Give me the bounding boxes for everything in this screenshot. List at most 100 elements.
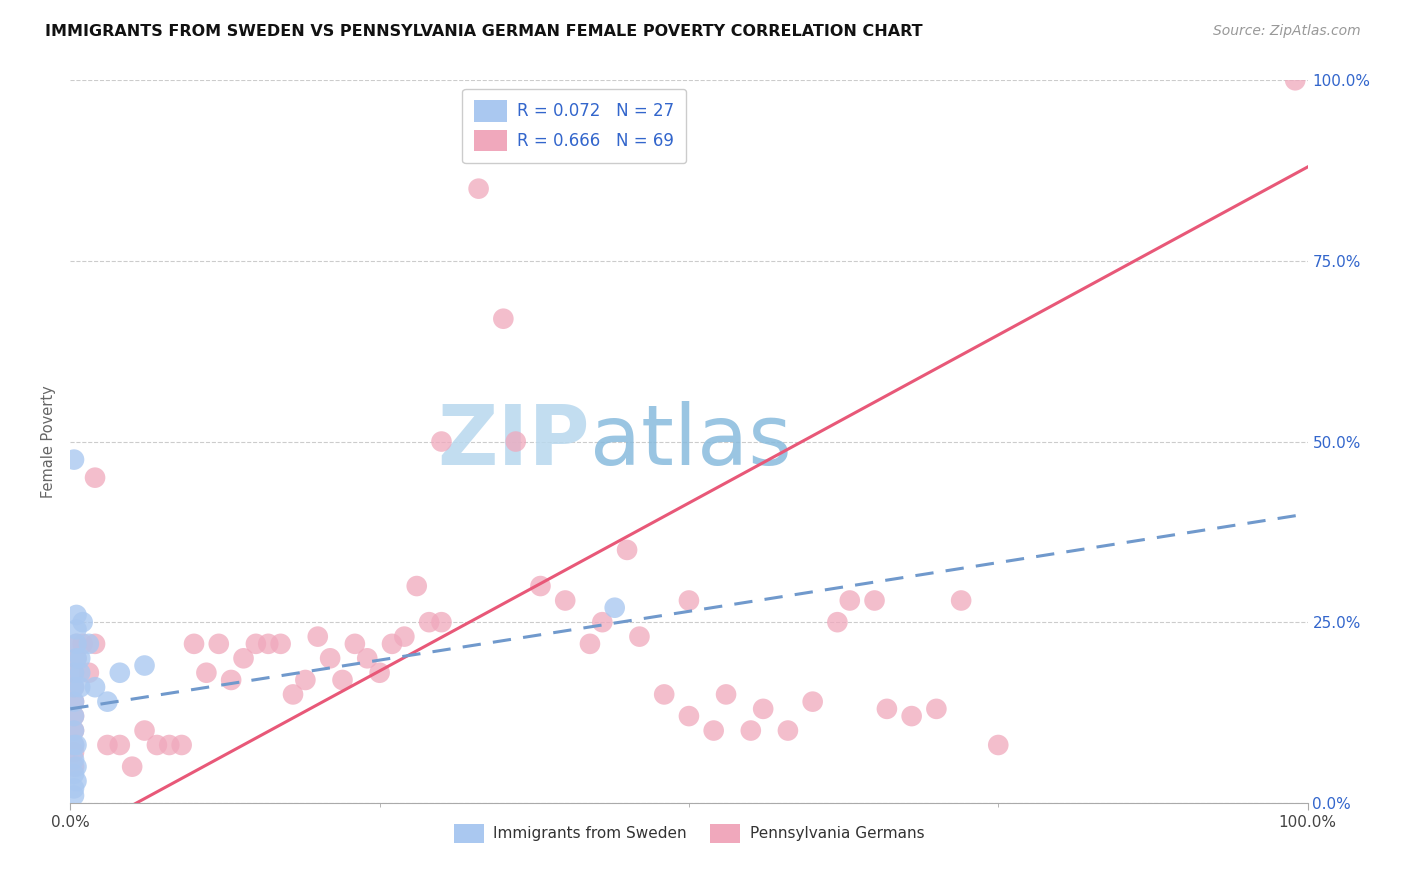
- Point: [72, 637, 94, 651]
- Point: [294, 673, 316, 687]
- Point: [195, 665, 218, 680]
- Point: [405, 579, 427, 593]
- Point: [863, 593, 886, 607]
- Point: [65, 623, 87, 637]
- Point: [63, 665, 86, 680]
- Text: Source: ZipAtlas.com: Source: ZipAtlas.com: [1213, 24, 1361, 38]
- Point: [65, 738, 87, 752]
- Point: [170, 738, 193, 752]
- Point: [418, 615, 440, 630]
- Point: [108, 665, 131, 680]
- Point: [63, 695, 86, 709]
- Point: [652, 687, 675, 701]
- Point: [65, 607, 87, 622]
- Text: IMMIGRANTS FROM SWEDEN VS PENNSYLVANIA GERMAN FEMALE POVERTY CORRELATION CHART: IMMIGRANTS FROM SWEDEN VS PENNSYLVANIA G…: [45, 24, 922, 39]
- Point: [245, 637, 267, 651]
- Point: [134, 723, 156, 738]
- Point: [603, 600, 626, 615]
- Point: [579, 637, 602, 651]
- Point: [925, 702, 948, 716]
- Point: [65, 760, 87, 774]
- Point: [63, 760, 86, 774]
- Point: [69, 680, 91, 694]
- Point: [63, 723, 86, 738]
- Point: [678, 593, 700, 607]
- Text: atlas: atlas: [591, 401, 792, 482]
- Point: [63, 680, 86, 694]
- Point: [232, 651, 254, 665]
- Point: [987, 738, 1010, 752]
- Point: [554, 593, 576, 607]
- Point: [108, 738, 131, 752]
- Point: [752, 702, 775, 716]
- Point: [270, 637, 292, 651]
- Point: [307, 630, 329, 644]
- Point: [63, 709, 86, 723]
- Point: [63, 781, 86, 796]
- Point: [63, 738, 86, 752]
- Point: [827, 615, 849, 630]
- Point: [121, 760, 143, 774]
- Point: [257, 637, 280, 651]
- Point: [69, 651, 91, 665]
- Point: [950, 593, 973, 607]
- Point: [77, 665, 100, 680]
- Point: [63, 752, 86, 766]
- Point: [430, 615, 453, 630]
- Point: [63, 709, 86, 723]
- Point: [84, 680, 107, 694]
- Point: [65, 651, 87, 665]
- Point: [65, 637, 87, 651]
- Point: [63, 723, 86, 738]
- Point: [591, 615, 613, 630]
- Point: [65, 651, 87, 665]
- Point: [343, 637, 366, 651]
- Point: [63, 789, 86, 803]
- Point: [63, 695, 86, 709]
- Point: [467, 182, 489, 196]
- Point: [72, 615, 94, 630]
- Y-axis label: Female Poverty: Female Poverty: [41, 385, 56, 498]
- Point: [356, 651, 378, 665]
- Point: [63, 745, 86, 759]
- Point: [801, 695, 824, 709]
- Point: [703, 723, 725, 738]
- Point: [381, 637, 404, 651]
- Point: [394, 630, 416, 644]
- Point: [740, 723, 762, 738]
- Point: [65, 774, 87, 789]
- Point: [96, 738, 118, 752]
- Point: [63, 767, 86, 781]
- Point: [492, 311, 515, 326]
- Point: [616, 542, 638, 557]
- Point: [876, 702, 898, 716]
- Point: [63, 738, 86, 752]
- Point: [529, 579, 551, 593]
- Point: [146, 738, 169, 752]
- Text: ZIP: ZIP: [437, 401, 591, 482]
- Point: [628, 630, 651, 644]
- Point: [157, 738, 180, 752]
- Point: [505, 434, 527, 449]
- Point: [368, 665, 391, 680]
- Point: [281, 687, 304, 701]
- Point: [332, 673, 354, 687]
- Point: [838, 593, 860, 607]
- Legend: Immigrants from Sweden, Pennsylvania Germans: Immigrants from Sweden, Pennsylvania Ger…: [447, 817, 931, 849]
- Point: [84, 471, 107, 485]
- Point: [1284, 73, 1306, 87]
- Point: [678, 709, 700, 723]
- Point: [714, 687, 737, 701]
- Point: [63, 452, 86, 467]
- Point: [63, 665, 86, 680]
- Point: [77, 637, 100, 651]
- Point: [319, 651, 342, 665]
- Point: [96, 695, 118, 709]
- Point: [84, 637, 107, 651]
- Point: [65, 637, 87, 651]
- Point: [430, 434, 453, 449]
- Point: [776, 723, 799, 738]
- Point: [208, 637, 231, 651]
- Point: [219, 673, 242, 687]
- Point: [900, 709, 922, 723]
